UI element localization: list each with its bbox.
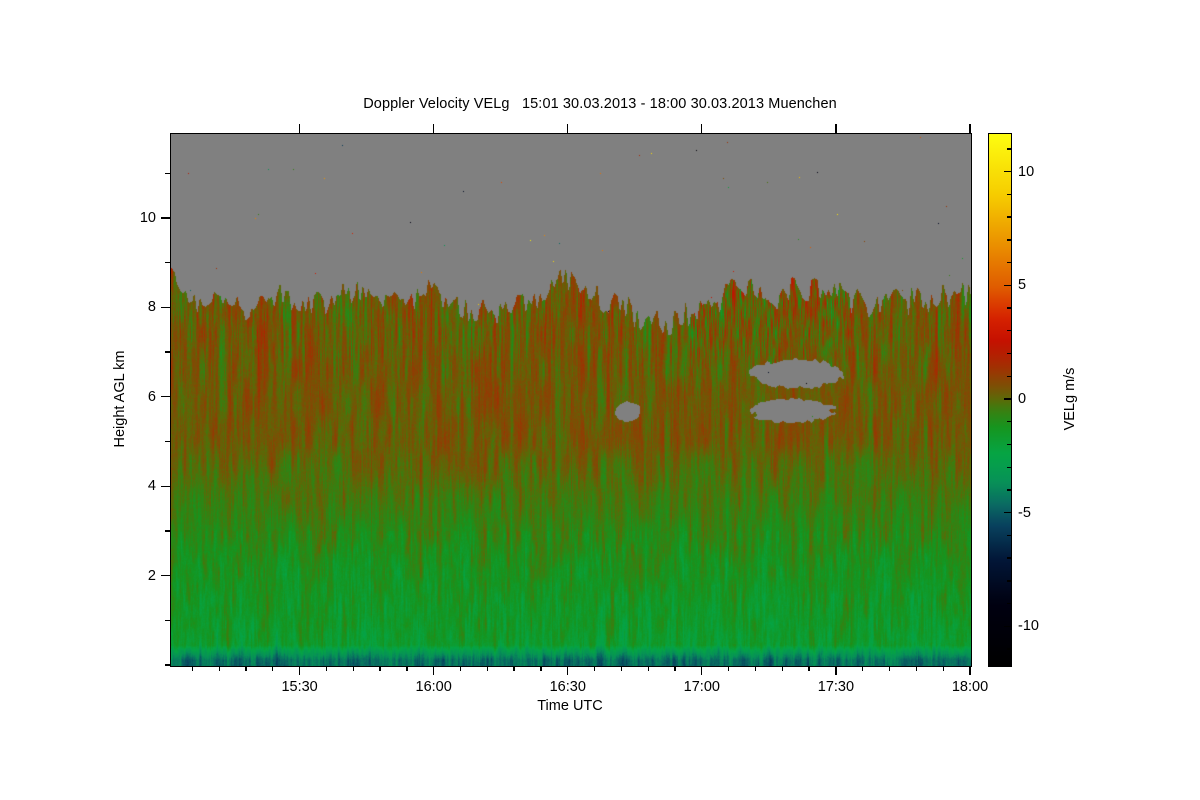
y-axis-minor-tick bbox=[165, 664, 170, 666]
x-axis-minor-tick bbox=[218, 666, 220, 672]
x-axis-minor-tick bbox=[915, 666, 917, 672]
x-axis-minor-tick bbox=[781, 666, 783, 672]
x-axis-tick-label: 16:30 bbox=[549, 679, 586, 695]
x-axis-major-tick bbox=[701, 666, 703, 676]
colorbar-major-tick bbox=[1004, 625, 1011, 627]
colorbar-minor-tick bbox=[1007, 648, 1011, 650]
y-axis-major-tick bbox=[161, 485, 170, 487]
colorbar-minor-tick bbox=[1007, 602, 1011, 605]
x-axis-major-tick bbox=[298, 666, 301, 676]
colorbar-tick-label: 0 bbox=[1018, 391, 1027, 407]
x-axis-major-tick bbox=[433, 124, 435, 133]
x-axis-minor-tick bbox=[674, 666, 676, 672]
y-axis-major-tick bbox=[161, 217, 170, 219]
x-axis-minor-tick bbox=[728, 666, 730, 672]
x-axis-major-tick bbox=[701, 124, 703, 133]
colorbar bbox=[988, 133, 1012, 667]
x-axis-minor-tick bbox=[647, 666, 649, 672]
y-axis-minor-tick bbox=[165, 351, 170, 353]
heatmap-plot-area bbox=[170, 133, 972, 667]
x-axis-major-tick bbox=[567, 666, 569, 676]
x-axis-minor-tick bbox=[325, 666, 328, 672]
colorbar-tick-label: -5 bbox=[1018, 504, 1031, 521]
colorbar-minor-tick bbox=[1007, 489, 1011, 491]
colorbar-minor-tick bbox=[1007, 557, 1011, 559]
x-axis-major-tick bbox=[433, 666, 435, 676]
x-axis-major-tick bbox=[835, 124, 837, 133]
heatmap-image bbox=[171, 134, 971, 666]
colorbar-minor-tick bbox=[1007, 261, 1011, 264]
x-axis-tick-label: 18:00 bbox=[951, 679, 989, 695]
x-axis-major-tick bbox=[835, 666, 837, 676]
colorbar-minor-tick bbox=[1007, 534, 1011, 537]
colorbar-minor-tick bbox=[1007, 330, 1011, 332]
colorbar-minor-tick bbox=[1007, 307, 1011, 309]
x-axis-tick-label: 17:00 bbox=[683, 679, 720, 695]
colorbar-minor-tick bbox=[1007, 466, 1011, 468]
x-axis-minor-tick bbox=[620, 666, 623, 672]
x-axis-minor-tick bbox=[754, 666, 757, 672]
colorbar-gradient bbox=[989, 134, 1011, 666]
x-axis-minor-tick bbox=[593, 666, 596, 672]
x-axis-minor-tick bbox=[888, 666, 891, 672]
colorbar-title: VELg m/s bbox=[1062, 367, 1078, 431]
x-axis-tick-label: 16:00 bbox=[415, 679, 452, 695]
y-axis-minor-tick bbox=[165, 619, 170, 621]
colorbar-minor-tick bbox=[1007, 580, 1011, 582]
y-axis-tick-label: 8 bbox=[147, 299, 156, 316]
x-axis-minor-tick bbox=[942, 666, 944, 672]
page-title: Doppler Velocity VELg 15:01 30.03.2013 -… bbox=[363, 96, 837, 112]
y-axis-major-tick bbox=[161, 574, 170, 577]
colorbar-major-tick bbox=[1004, 398, 1011, 400]
colorbar-minor-tick bbox=[1007, 421, 1011, 423]
x-axis-minor-tick bbox=[862, 666, 864, 672]
x-axis-minor-tick bbox=[352, 666, 354, 672]
y-axis-major-tick bbox=[161, 306, 170, 308]
colorbar-major-tick bbox=[1004, 170, 1011, 173]
y-axis-major-tick bbox=[161, 396, 170, 398]
y-axis-tick-label: 6 bbox=[147, 388, 156, 405]
y-axis-title: Height AGL km bbox=[112, 350, 128, 448]
x-axis-minor-tick bbox=[513, 666, 515, 672]
x-axis-title: Time UTC bbox=[537, 698, 603, 714]
y-axis-tick-label: 4 bbox=[147, 478, 156, 495]
colorbar-minor-tick bbox=[1007, 193, 1011, 196]
y-axis-minor-tick bbox=[165, 530, 170, 532]
x-axis-tick-label: 17:30 bbox=[817, 679, 855, 695]
colorbar-tick-label: -10 bbox=[1018, 618, 1039, 635]
colorbar-tick-label: 5 bbox=[1018, 277, 1027, 294]
x-axis-minor-tick bbox=[808, 666, 810, 672]
x-axis-major-tick bbox=[969, 124, 971, 133]
y-axis-minor-tick bbox=[165, 261, 170, 264]
x-axis-major-tick bbox=[567, 124, 569, 133]
y-axis-minor-tick bbox=[165, 440, 170, 443]
x-axis-minor-tick bbox=[272, 666, 274, 672]
x-axis-minor-tick bbox=[245, 666, 247, 672]
x-axis-major-tick bbox=[298, 124, 301, 133]
x-axis-tick-label: 15:30 bbox=[281, 679, 318, 695]
x-axis-minor-tick bbox=[406, 666, 408, 672]
colorbar-major-tick bbox=[1004, 284, 1011, 286]
x-axis-major-tick bbox=[969, 666, 971, 676]
y-axis-minor-tick bbox=[165, 172, 170, 174]
colorbar-minor-tick bbox=[1007, 443, 1011, 446]
x-axis-minor-tick bbox=[191, 666, 193, 672]
colorbar-tick-label: 10 bbox=[1018, 163, 1035, 180]
x-axis-minor-tick bbox=[540, 666, 542, 672]
y-axis-tick-label: 2 bbox=[147, 567, 156, 584]
colorbar-major-tick bbox=[1004, 512, 1011, 514]
y-axis-tick-label: 10 bbox=[139, 209, 156, 226]
colorbar-minor-tick bbox=[1007, 239, 1011, 241]
colorbar-minor-tick bbox=[1007, 148, 1011, 150]
colorbar-minor-tick bbox=[1007, 375, 1011, 377]
x-axis-minor-tick bbox=[459, 666, 462, 672]
colorbar-minor-tick bbox=[1007, 216, 1011, 218]
x-axis-minor-tick bbox=[379, 666, 381, 672]
x-axis-minor-tick bbox=[486, 666, 488, 672]
colorbar-minor-tick bbox=[1007, 352, 1011, 355]
